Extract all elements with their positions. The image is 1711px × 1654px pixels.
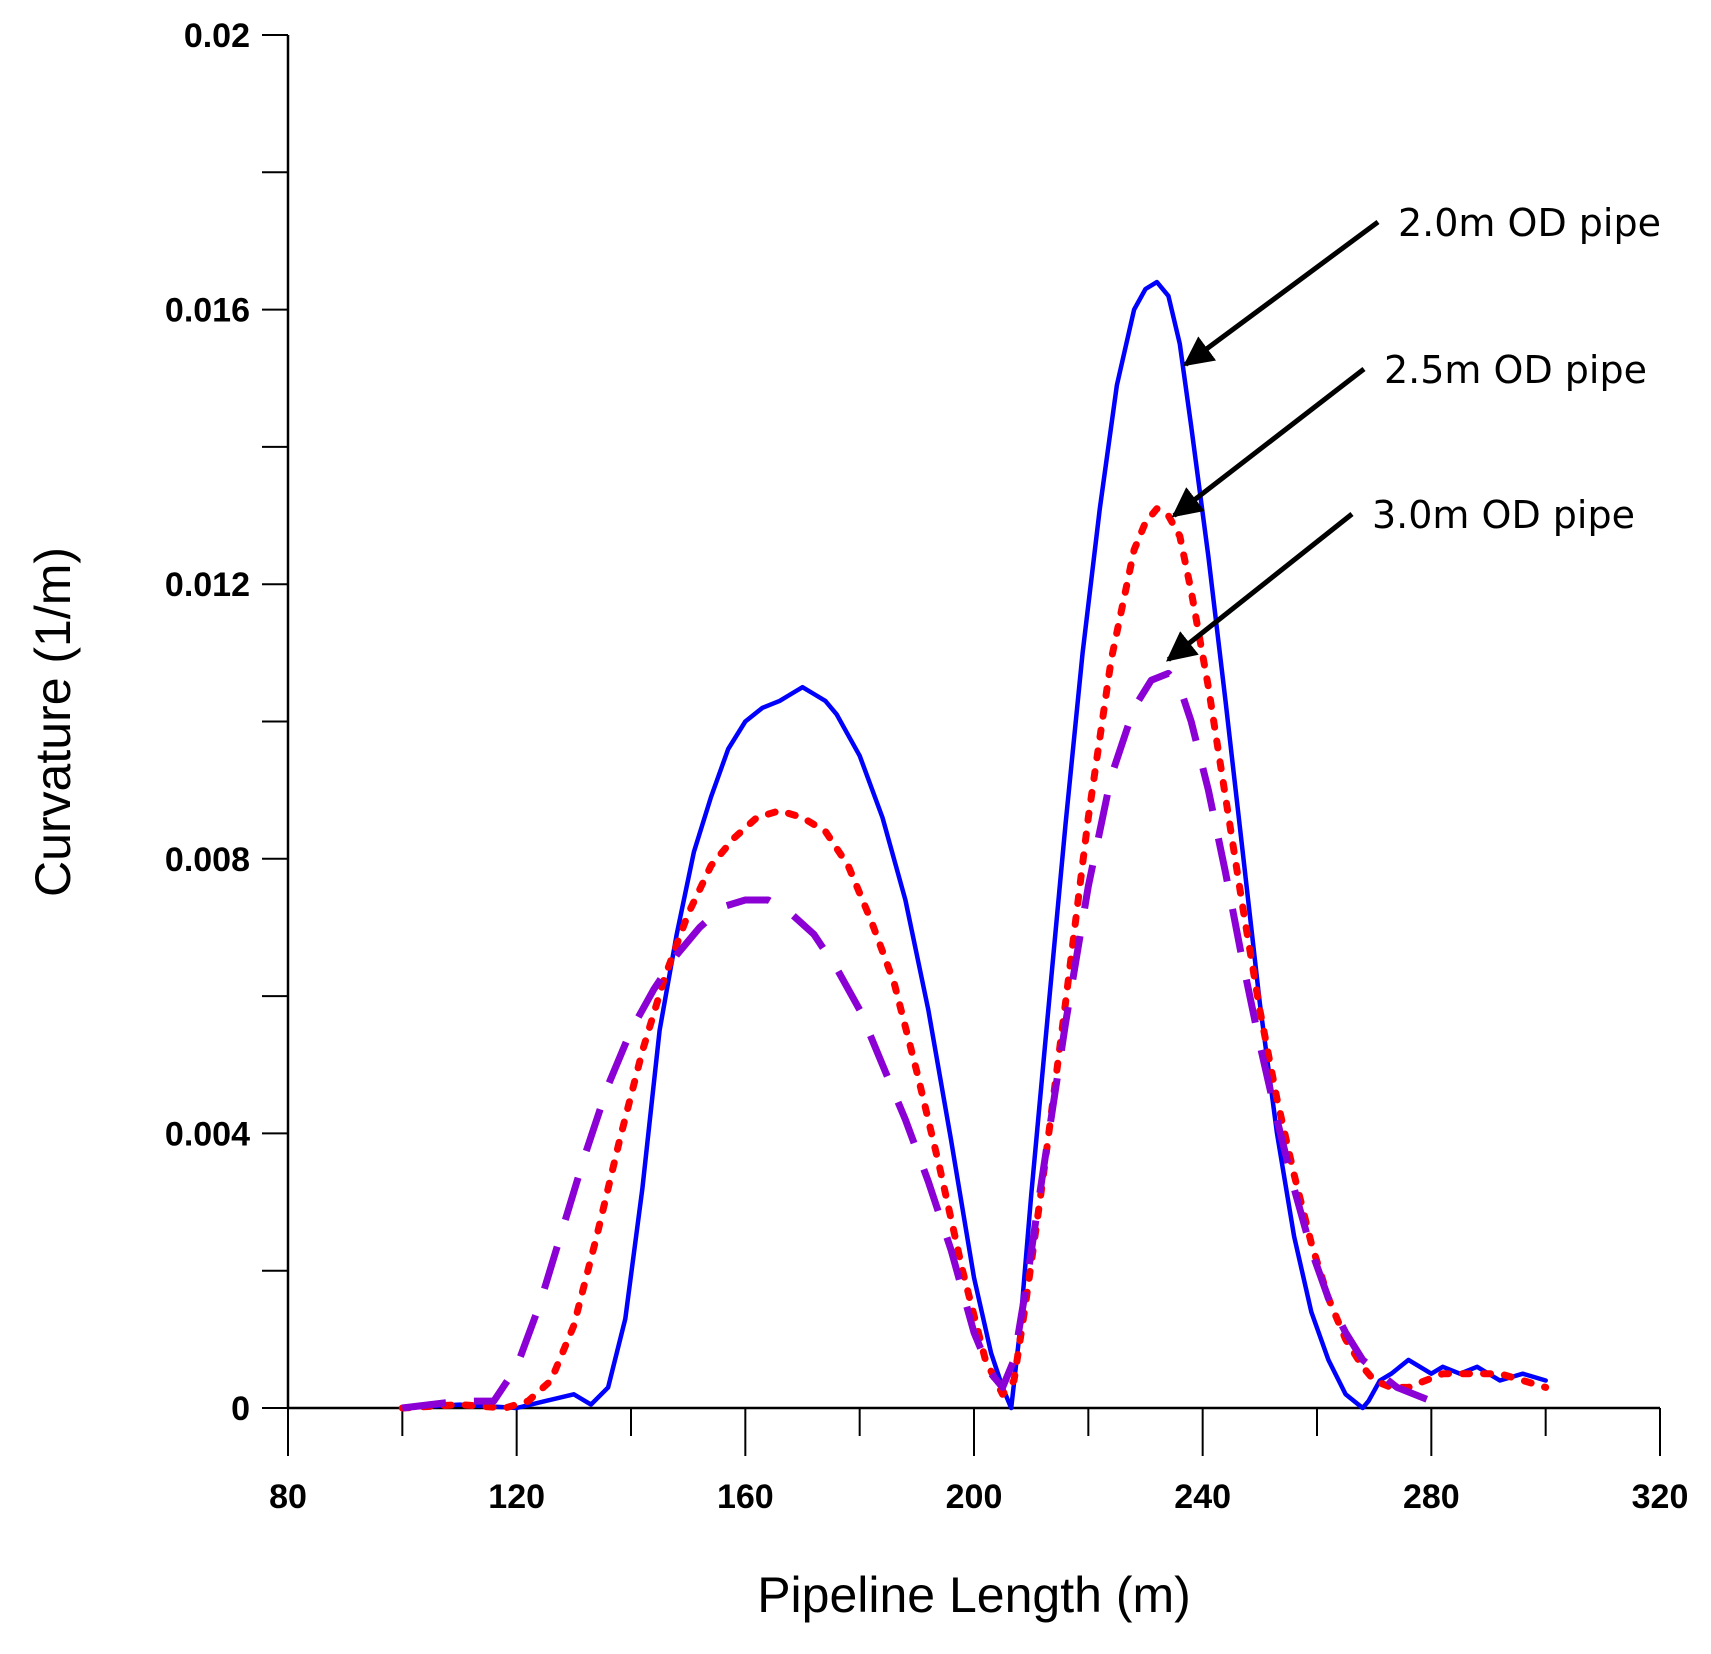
- annotation-arrow: [1183, 219, 1380, 367]
- x-tick-label: 280: [1403, 1478, 1460, 1516]
- x-tick-label: 240: [1174, 1478, 1231, 1516]
- annotation-label: 2.0m OD pipe: [1398, 201, 1661, 245]
- annotation-label: 3.0m OD pipe: [1372, 493, 1635, 537]
- y-axis-title: Curvature (1/m): [25, 547, 81, 897]
- annotation-label: 2.5m OD pipe: [1384, 348, 1647, 392]
- series-line-2-5m-od-pipe: [398, 505, 1550, 1412]
- annotation-arrow: [1166, 512, 1354, 662]
- series-line-3-0m-od-pipe: [401, 669, 1450, 1412]
- x-tick-label: 160: [717, 1478, 774, 1516]
- x-tick-label: 320: [1632, 1478, 1689, 1516]
- series-line-2-0m-od-pipe: [400, 279, 1548, 1411]
- x-tick-label: 200: [946, 1478, 1003, 1516]
- annotations: 2.0m OD pipe 2.5m OD pipe 3.0m OD pipe: [1166, 201, 1661, 662]
- y-tick-label: 0.02: [184, 17, 250, 55]
- x-axis-title: Pipeline Length (m): [757, 1567, 1191, 1623]
- y-tick-label: 0.016: [165, 292, 250, 330]
- y-tick-label: 0.012: [165, 566, 250, 604]
- y-tick-label: 0.004: [165, 1115, 250, 1153]
- y-tick-label: 0: [231, 1390, 250, 1428]
- ticks: 0 0.004 0.008 0.012 0.016 0.02 80 120 160 200 240 2…: [165, 17, 1688, 1516]
- annotation-arrow: [1171, 367, 1366, 518]
- x-tick-label: 80: [269, 1478, 307, 1516]
- x-tick-label: 120: [488, 1478, 545, 1516]
- y-tick-label: 0.008: [165, 841, 250, 879]
- series-layer: [398, 279, 1550, 1412]
